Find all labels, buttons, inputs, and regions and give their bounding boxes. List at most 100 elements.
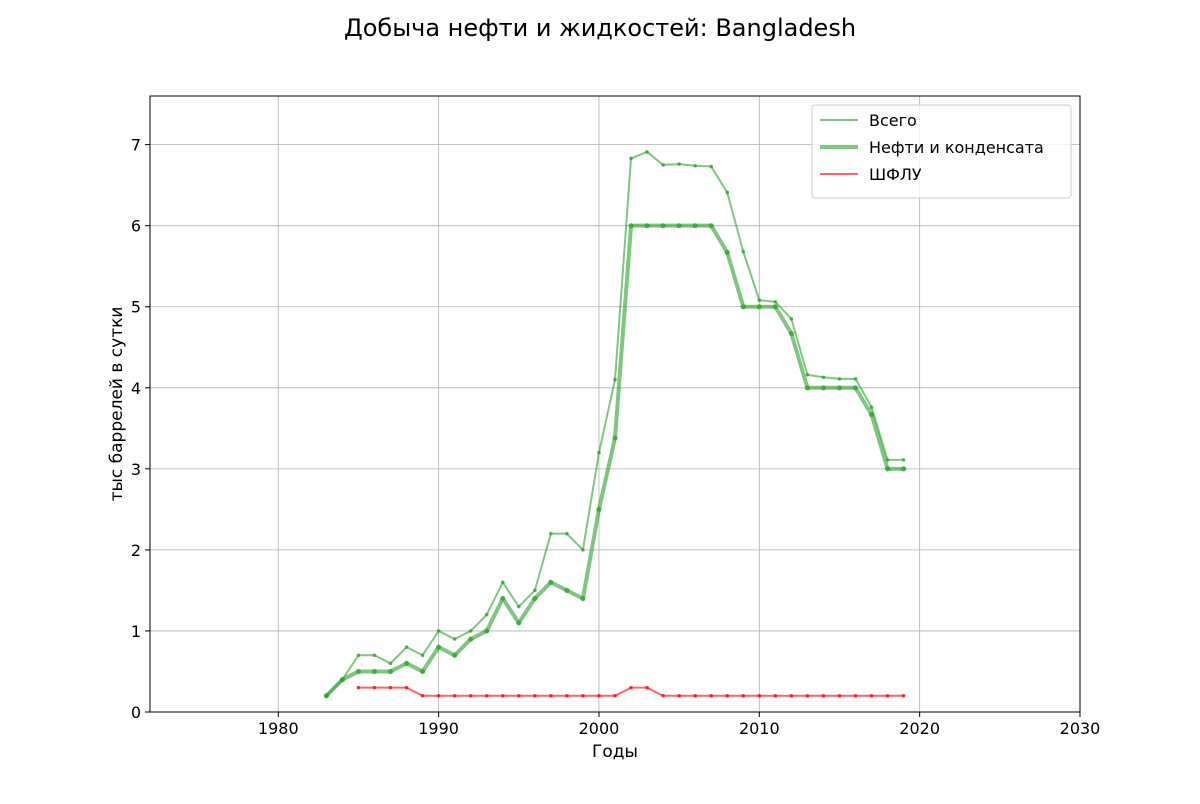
series-layer [323, 150, 907, 699]
x-tick-label: 1990 [418, 719, 459, 738]
data-point [356, 685, 361, 690]
data-point [789, 693, 794, 698]
legend-box [811, 104, 1072, 199]
data-point [837, 693, 842, 698]
data-point [820, 385, 827, 391]
data-point [516, 604, 521, 609]
data-point [869, 693, 874, 698]
x-tick-label: 2010 [739, 719, 780, 738]
data-point [549, 531, 553, 536]
data-point [404, 645, 409, 649]
data-point [837, 377, 842, 381]
data-point [901, 466, 907, 472]
data-point [628, 223, 634, 229]
data-point [339, 676, 346, 683]
data-point [372, 653, 377, 658]
data-point [612, 435, 618, 441]
data-point [500, 580, 505, 585]
data-point [533, 693, 537, 698]
data-point [468, 636, 474, 642]
data-point [773, 300, 778, 304]
data-point [725, 190, 730, 195]
data-point [853, 377, 858, 381]
data-point [468, 693, 473, 698]
data-point [804, 385, 811, 391]
data-point [387, 668, 394, 675]
data-point [500, 693, 505, 698]
data-point [452, 652, 458, 658]
data-point [645, 685, 649, 690]
data-point [452, 637, 457, 641]
data-point [484, 628, 490, 634]
y-tick-label: 0 [131, 703, 141, 722]
data-point [661, 163, 665, 167]
data-point [581, 548, 585, 552]
y-tick-label: 1 [131, 622, 141, 641]
data-point [836, 385, 843, 391]
data-point [676, 223, 682, 229]
axis-ticks: 1980 1990 2000 2010 2020 2030 0 1 2 3 4 5 6 7 [131, 136, 1101, 738]
data-point [821, 375, 826, 380]
data-point [420, 653, 425, 658]
data-point [901, 693, 906, 698]
data-point [757, 693, 762, 698]
y-tick-label: 4 [131, 379, 141, 398]
data-point [629, 685, 633, 690]
data-point [901, 458, 906, 462]
legend-label: Всего [869, 111, 917, 130]
data-point [533, 588, 537, 593]
data-point [436, 629, 441, 633]
data-point [789, 317, 794, 321]
data-point [436, 693, 441, 698]
data-point [725, 693, 730, 698]
data-point [740, 304, 746, 310]
data-point [548, 579, 554, 585]
data-point [677, 693, 681, 698]
data-point [868, 411, 875, 418]
data-point [708, 223, 714, 229]
legend-label: ШФЛУ [869, 165, 922, 184]
series-3 [356, 685, 906, 698]
data-point [580, 595, 586, 602]
data-point [869, 405, 874, 410]
y-tick-label: 7 [131, 136, 141, 155]
data-point [468, 629, 473, 633]
x-axis-label: Годы [592, 742, 638, 762]
data-point [741, 249, 746, 254]
data-point [821, 693, 826, 698]
data-point [404, 685, 409, 690]
series-2 [323, 223, 907, 699]
grid-lines [150, 96, 1080, 712]
data-point [788, 330, 794, 337]
data-point [613, 377, 617, 382]
x-tick-label: 2000 [579, 719, 620, 738]
data-point [596, 506, 602, 512]
data-point [371, 668, 378, 675]
x-tick-label: 1980 [258, 719, 299, 738]
data-point [772, 304, 778, 310]
data-point [516, 693, 521, 698]
data-point [645, 150, 649, 154]
series-line [324, 223, 906, 698]
y-tick-label: 3 [131, 460, 141, 479]
data-point [323, 693, 329, 699]
data-point [660, 223, 666, 229]
data-point [484, 612, 489, 617]
data-point [356, 653, 361, 658]
x-tick-label: 2020 [899, 719, 940, 738]
data-point [564, 587, 570, 594]
data-point [355, 668, 362, 675]
data-point [581, 693, 585, 698]
y-tick-label: 5 [131, 298, 141, 317]
data-point [516, 620, 522, 626]
y-tick-label: 6 [131, 217, 141, 236]
data-point [597, 450, 601, 455]
data-point [805, 373, 810, 377]
data-point [419, 668, 426, 675]
data-point [388, 685, 393, 690]
data-point [805, 693, 810, 698]
data-point [372, 685, 377, 690]
data-point [484, 693, 489, 698]
